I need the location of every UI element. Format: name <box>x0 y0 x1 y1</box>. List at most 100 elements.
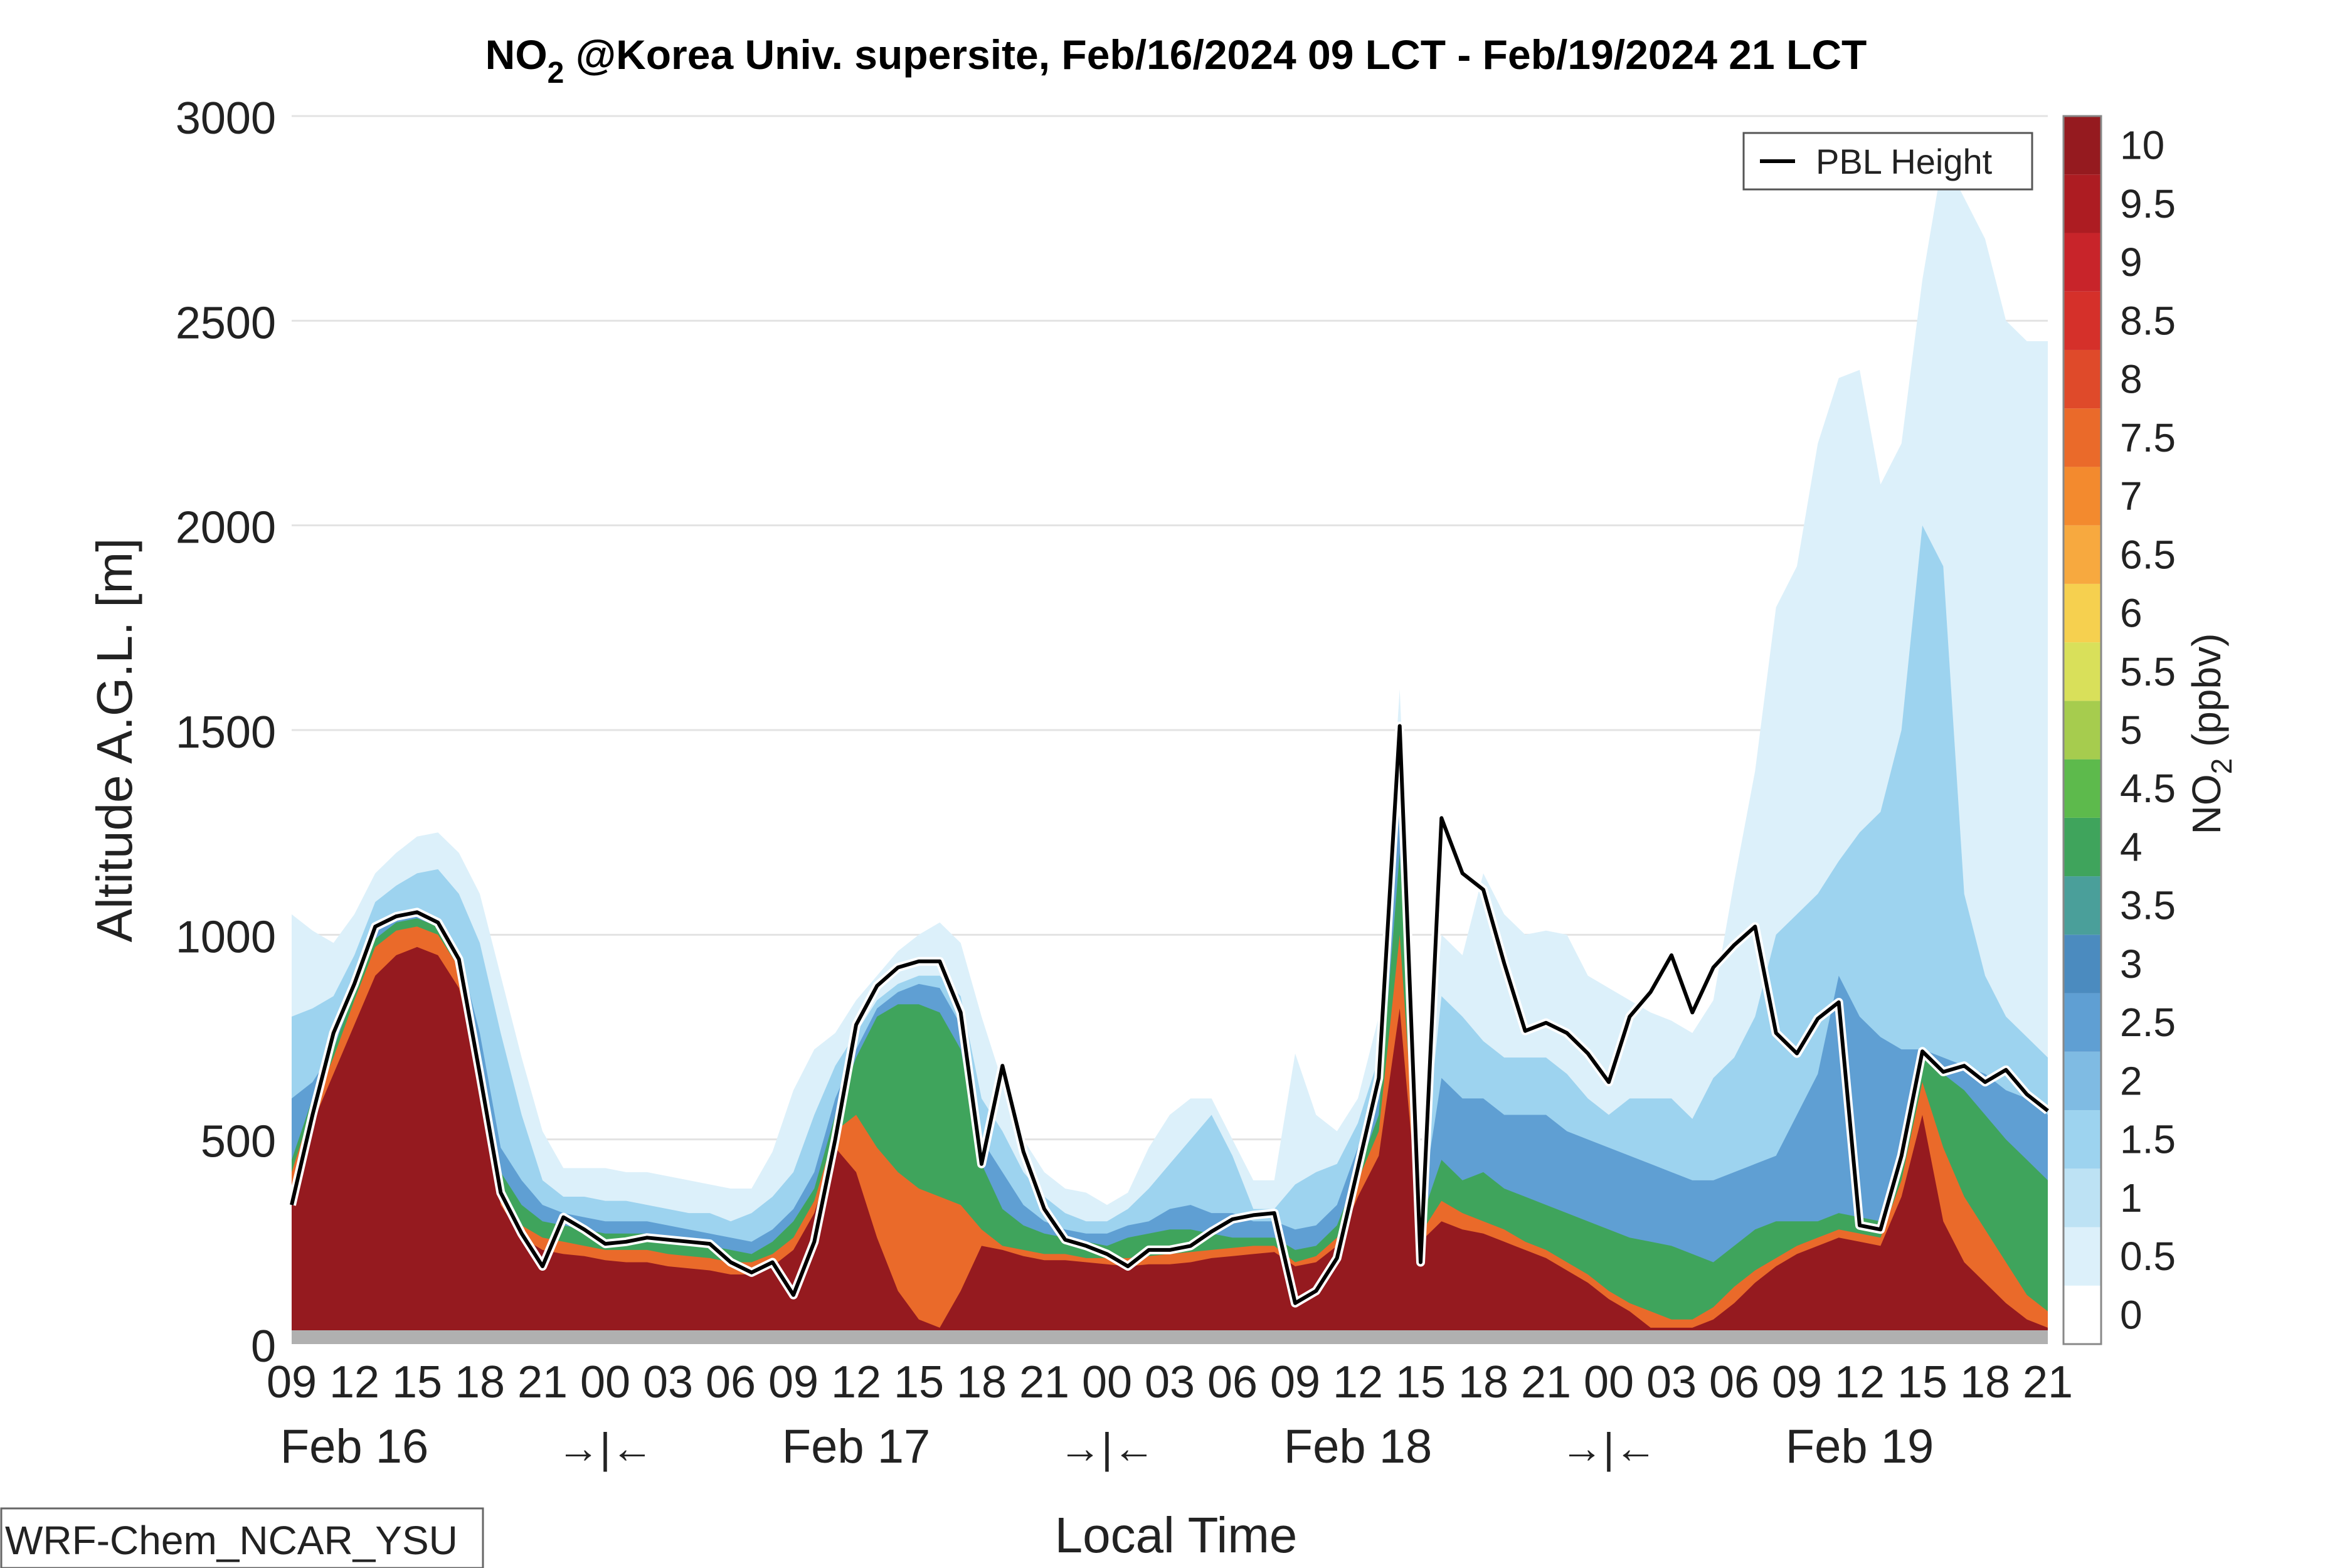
colorbar-swatch <box>2063 116 2101 175</box>
day-break-marker: →|← <box>1059 1424 1155 1472</box>
title-species: NO <box>485 31 548 78</box>
colorbar-swatch <box>2063 1227 2101 1286</box>
x-tick-label: 06 <box>1207 1357 1258 1407</box>
colorbar-swatch <box>2063 291 2101 350</box>
x-date-label: Feb 18 <box>1284 1420 1433 1473</box>
no2-band-0_5ppbv <box>292 157 2048 1344</box>
colorbar-swatch <box>2063 467 2101 526</box>
colorbar-swatch <box>2063 349 2101 409</box>
legend: PBL Height <box>1742 132 2033 191</box>
x-axis-date-labels: Feb 16 Feb 17 Feb 18 Feb 19 →|← →|← →|← <box>280 1420 1934 1473</box>
colorbar-tick-label: 8 <box>2120 357 2143 402</box>
x-tick-label: 12 <box>1835 1357 1885 1407</box>
x-tick-label: 15 <box>1396 1357 1446 1407</box>
colorbar-tick-label: 3.5 <box>2120 883 2176 928</box>
surface-terrain-band <box>292 1330 2048 1344</box>
x-tick-label: 06 <box>1709 1357 1759 1407</box>
colorbar-tick-label: 3 <box>2120 941 2143 987</box>
colorbar-tick-label: 0 <box>2120 1292 2143 1337</box>
colorbar-swatch <box>2063 642 2101 701</box>
x-tick-label: 00 <box>1082 1357 1132 1407</box>
x-tick-label: 03 <box>1646 1357 1697 1407</box>
colorbar-label-subscript: 2 <box>2205 758 2238 775</box>
colorbar-frame <box>2062 115 2102 1345</box>
no2-concentration-field <box>292 157 2048 1345</box>
no2-band-1_5ppbv <box>292 525 2048 1345</box>
colorbar-tick-label: 2 <box>2120 1058 2143 1103</box>
x-date-label: Feb 19 <box>1786 1420 1934 1473</box>
pbl-height-line <box>290 724 2049 1305</box>
model-name-badge-box <box>0 1507 484 1568</box>
colorbar-tick-label: 7.5 <box>2120 415 2176 460</box>
day-break-marker: →|← <box>1560 1424 1657 1472</box>
model-name-badge: WRF-Chem_NCAR_YSU <box>0 1507 484 1568</box>
no2-band-3ppbv <box>292 791 2048 1344</box>
colorbar-tick-label: 9.5 <box>2120 181 2176 226</box>
colorbar-swatch <box>2063 1285 2101 1344</box>
colorbar-label-unit: (ppbv) <box>2184 633 2229 758</box>
x-tick-label: 18 <box>1458 1357 1508 1407</box>
title-species-subscript: 2 <box>548 56 564 90</box>
colorbar-swatch <box>2063 1051 2101 1111</box>
colorbar-tick-label: 4 <box>2120 824 2143 869</box>
x-tick-label: 09 <box>1270 1357 1320 1407</box>
x-tick-label: 09 <box>267 1357 317 1407</box>
colorbar-tick-label: 7 <box>2120 474 2143 519</box>
x-tick-label: 00 <box>580 1357 630 1407</box>
colorbar-swatch <box>2063 233 2101 292</box>
colorbar-swatch <box>2063 876 2101 935</box>
x-tick-label: 21 <box>517 1357 568 1407</box>
colorbar-tick-labels: 0 0.5 1 1.5 2 2.5 3 3.5 4 4.5 5 5.5 6 6.5 7 7.5 8 8.5 9 9.5… <box>2120 123 2176 1338</box>
legend-pbl-label: PBL Height <box>1816 142 1993 181</box>
x-tick-label: 00 <box>1584 1357 1634 1407</box>
plot-area <box>287 115 2051 1345</box>
x-tick-label: 21 <box>2023 1357 2073 1407</box>
y-tick-label: 1000 <box>176 912 276 962</box>
x-tick-label: 15 <box>392 1357 442 1407</box>
chart-title: NO2 @Korea Univ. supersite, Feb/16/2024 … <box>485 31 1867 90</box>
colorbar-swatch <box>2063 408 2101 467</box>
x-tick-label: 12 <box>1333 1357 1383 1407</box>
colorbar-tick-label: 8.5 <box>2120 298 2176 343</box>
x-tick-label: 21 <box>1019 1357 1069 1407</box>
x-tick-label: 03 <box>1145 1357 1195 1407</box>
colorbar-label-species: NO <box>2184 774 2229 834</box>
colorbar-label: NO2 (ppbv) <box>2184 633 2238 835</box>
y-tick-label: 2000 <box>176 503 276 553</box>
x-axis-ticks: 09 12 15 18 21 00 03 06 09 12 15 18 21 00 03 06 09 12 15 18… <box>267 1357 2073 1407</box>
y-tick-label: 500 <box>201 1117 276 1167</box>
x-tick-label: 03 <box>643 1357 693 1407</box>
colorbar-tick-label: 6 <box>2120 591 2143 636</box>
no2-band-10ppbv <box>292 946 2048 1344</box>
colorbar-tick-label: 1.5 <box>2120 1117 2176 1162</box>
x-tick-label: 12 <box>329 1357 379 1407</box>
colorbar-swatch <box>2063 993 2101 1052</box>
y-tick-label: 1500 <box>176 707 276 758</box>
x-tick-label: 21 <box>1521 1357 1571 1407</box>
title-rest: @Korea Univ. supersite, Feb/16/2024 09 L… <box>564 31 1867 78</box>
colorbar-tick-label: 1 <box>2120 1175 2143 1221</box>
y-axis-label: Altitude A.G.L. [m] <box>87 538 142 943</box>
day-break-marker: →|← <box>557 1424 654 1472</box>
y-axis-ticks: 0 500 1000 1500 2000 2500 3000 <box>176 93 276 1372</box>
y-tick-label: 0 <box>251 1322 276 1372</box>
colorbar-swatch <box>2063 817 2101 877</box>
colorbar-swatch <box>2063 759 2101 818</box>
colorbar-swatch <box>2063 1168 2101 1227</box>
colorbar-tick-label: 4.5 <box>2120 766 2176 811</box>
x-tick-label: 18 <box>455 1357 505 1407</box>
colorbar-tick-label: 2.5 <box>2120 1000 2176 1045</box>
x-tick-label: 06 <box>706 1357 756 1407</box>
y-tick-label: 2500 <box>176 298 276 348</box>
x-date-label: Feb 16 <box>280 1420 429 1473</box>
colorbar-swatch <box>2063 583 2101 643</box>
x-tick-label: 15 <box>894 1357 944 1407</box>
colorbar-swatch <box>2063 935 2101 993</box>
colorbar-tick-label: 9 <box>2120 240 2143 285</box>
colorbar-tick-label: 5.5 <box>2120 649 2176 694</box>
model-name-badge-text: WRF-Chem_NCAR_YSU <box>5 1518 458 1563</box>
y-tick-label: 3000 <box>176 93 276 144</box>
pbl-height-series <box>287 721 2051 1308</box>
x-date-label: Feb 17 <box>782 1420 931 1473</box>
colorbar-tick-label: 6.5 <box>2120 532 2176 577</box>
